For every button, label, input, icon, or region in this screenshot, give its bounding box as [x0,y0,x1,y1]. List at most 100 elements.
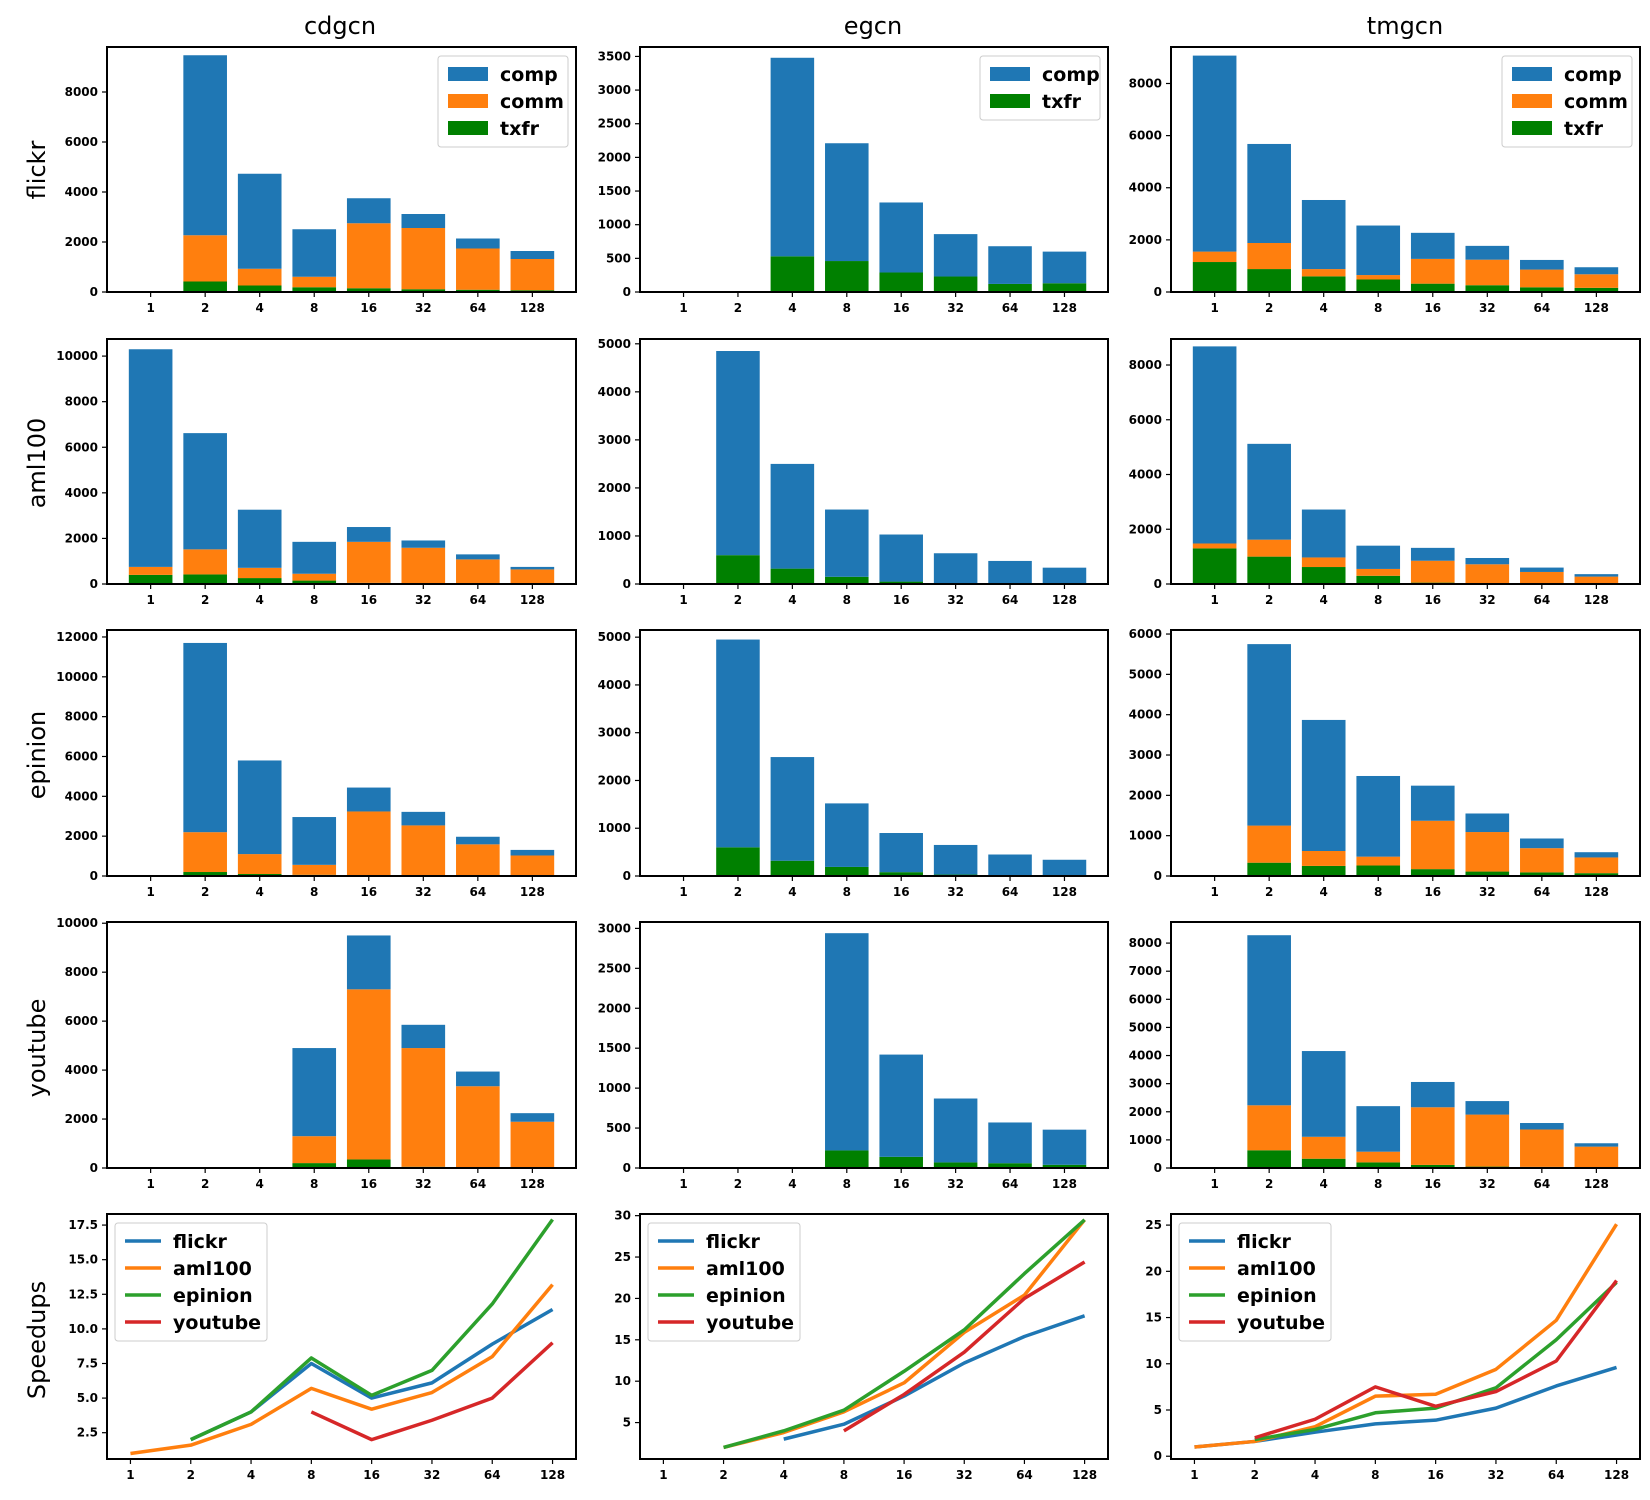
y-tick-label: 4000 [65,1063,98,1077]
line-epinion [190,1218,554,1442]
y-tick-label: 15.0 [68,1253,98,1267]
x-tick-label: 4 [1311,1468,1319,1482]
bar-comp-32 [933,1098,978,1163]
x-tick-label: 1 [146,1177,154,1191]
legend-swatch-comp [448,67,488,81]
y-tick-label: 0 [90,577,98,591]
line-youtube [1254,1279,1618,1440]
legend-label-flickr: flickr [173,1231,227,1253]
x-tick-label: 1 [146,301,154,315]
bar-txfr-16 [879,272,923,292]
x-tick-label: 64 [1002,1177,1019,1191]
bar-txfr-8 [1356,865,1401,876]
bar-comm-64 [1520,571,1564,584]
bar-comp-64 [1520,838,1564,849]
speedups-axis-label: Speedups [23,1281,51,1399]
x-tick-label: 16 [1424,593,1441,607]
x-tick-label: 32 [1479,593,1496,607]
x-tick-label: 2 [1265,301,1273,315]
bar-txfr-128 [1042,1164,1087,1168]
line-epinion [723,1218,1086,1450]
x-tick-label: 16 [1424,885,1441,899]
bar-txfr-8 [825,1150,869,1168]
bar-txfr-4 [770,568,815,584]
bar-comp-32 [1465,813,1510,833]
x-tick-label: 2 [734,885,742,899]
x-tick-label: 8 [310,1177,318,1191]
x-tick-label: 8 [843,1177,851,1191]
y-tick-label: 2000 [1129,788,1162,802]
bar-comp-32 [933,844,978,875]
bar-comp-32 [1465,245,1510,260]
bar-txfr-1 [1192,262,1237,292]
x-tick-label: 32 [1479,885,1496,899]
y-tick-label: 5 [1154,1403,1162,1417]
bar-comp-16 [346,787,391,812]
y-tick-label: 10.0 [68,1322,98,1336]
bar-comp-16 [346,527,391,542]
bar-txfr-8 [1356,575,1401,584]
bar-txfr-64 [1520,287,1564,292]
x-tick-label: 128 [1584,301,1609,315]
axes-frame [106,629,577,877]
bar-comp-32 [933,234,978,277]
legend-label-txfr: txfr [1042,91,1082,113]
x-tick-label: 64 [1533,593,1550,607]
x-tick-label: 4 [247,1468,255,1482]
legend-label-flickr: flickr [1237,1231,1291,1253]
x-tick-label: 8 [1371,1468,1379,1482]
column-title-tmgcn: tmgcn [1367,12,1443,40]
bar-comp-8 [292,541,337,574]
bar-txfr-16 [1410,283,1455,292]
x-tick-label: 16 [893,1177,910,1191]
bar-txfr-2 [183,872,227,876]
legend-label-epinion: epinion [173,1285,253,1307]
x-tick-label: 64 [469,301,486,315]
legend-swatch-txfr [990,94,1030,108]
axes-frame [639,46,1109,293]
axes-frame [639,338,1109,585]
panel-flickr-tmgcn: 1 2 4 8 16 32 64 128 0 2000 4000 6000 8000 comp comm tx… [1129,46,1641,315]
y-tick-label: 0 [1154,1161,1162,1175]
axes-frame [1170,338,1641,585]
bar-comp-8 [1356,225,1401,276]
x-tick-label: 4 [1320,593,1328,607]
y-tick-label: 3500 [598,49,631,63]
x-tick-label: 64 [469,593,486,607]
row-label-aml100: aml100 [23,418,51,509]
bar-comp-8 [825,509,869,577]
axes-frame [106,1213,577,1460]
x-tick-label: 32 [424,1468,441,1482]
bar-txfr-16 [346,1159,391,1168]
x-tick-label: 128 [520,885,545,899]
bar-comm-32 [401,228,446,290]
x-tick-label: 1 [679,301,687,315]
x-tick-label: 128 [1584,885,1609,899]
bar-comp-64 [1520,259,1564,270]
line-youtube [310,1341,554,1442]
bar-comm-64 [1520,1129,1564,1167]
line-youtube [843,1260,1086,1433]
bar-txfr-32 [1465,285,1510,292]
row-label-epinion: epinion [23,711,51,799]
bar-comp-8 [292,817,337,865]
y-tick-label: 4000 [65,185,98,199]
y-tick-label: 10000 [56,349,98,363]
y-tick-label: 10 [1145,1357,1162,1371]
bar-txfr-16 [879,1156,923,1168]
bar-comp-4 [770,757,815,861]
y-tick-label: 8000 [65,710,98,724]
x-tick-label: 2 [201,885,209,899]
x-tick-label: 8 [310,885,318,899]
bar-comp-64 [988,854,1032,876]
y-tick-label: 0 [90,285,98,299]
panel-youtube-egcn: 1 2 4 8 16 32 64 128 0 500 1000 1500 2000 2500 3000 [598,921,1109,1191]
bar-comm-64 [456,844,500,876]
legend: comp txfr [979,55,1101,121]
bar-comm-1 [1192,543,1237,549]
x-tick-label: 16 [893,301,910,315]
column-titles: cdgcn egcn tmgcn [304,12,1443,40]
bars [770,57,1087,292]
legend-frame [114,1222,268,1342]
bar-comm-4 [1301,269,1346,277]
